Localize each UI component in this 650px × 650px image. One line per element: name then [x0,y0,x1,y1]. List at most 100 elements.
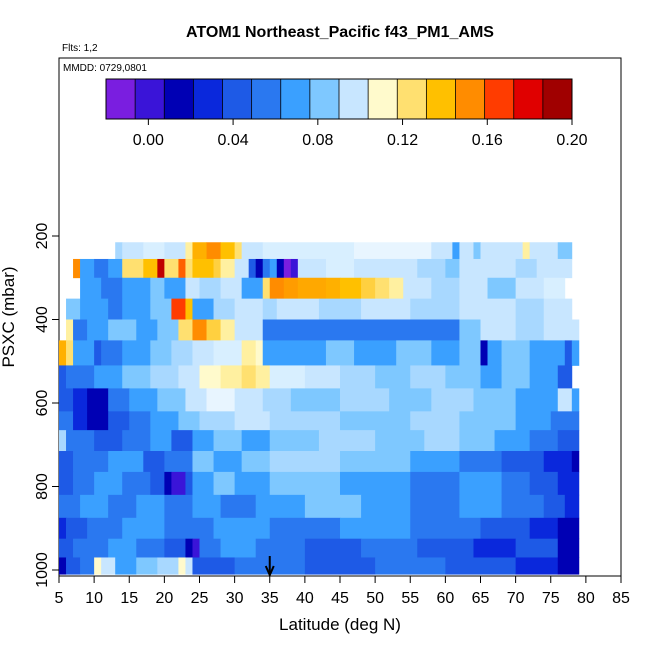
heatmap [59,242,580,575]
heatmap-cell [262,319,306,341]
heatmap-cell [122,517,165,540]
heatmap-cell [150,411,179,431]
heatmap-cell [108,388,130,412]
heatmap-cell [143,258,158,279]
heatmap-cell [269,451,341,473]
heatmap-cell [445,258,460,279]
heatmap-cell [129,411,151,431]
heatmap-cell [185,277,200,300]
heatmap-cell [340,451,411,473]
heatmap-cell [101,340,123,366]
heatmap-cell [94,365,123,389]
heatmap-cell [59,411,74,431]
heatmap-cell [297,277,327,300]
heatmap-cell [557,557,580,575]
heatmap-cell [87,517,123,540]
heatmap-cell [276,340,327,366]
heatmap-cell [515,319,545,341]
heatmap-cell [445,365,481,389]
colorbar-swatch [309,79,340,119]
heatmap-cell [108,538,137,558]
heatmap-cell [171,340,193,366]
heatmap-cell [410,298,460,320]
heatmap-cell [459,242,474,260]
heatmap-cell [354,258,418,279]
heatmap-cell [557,365,573,389]
heatmap-cell [108,298,123,320]
heatmap-cell [206,319,221,341]
heatmap-cell [73,319,88,341]
heatmap-cell [185,388,207,412]
heatmap-cell [431,340,460,366]
x-tick-label: 25 [191,590,209,607]
heatmap-cell [424,430,460,452]
x-tick-label: 55 [401,590,419,607]
heatmap-cell [80,277,102,300]
colorbar-swatch [455,79,486,119]
heatmap-cell [108,494,137,519]
heatmap-cell [241,340,257,366]
heatmap-cell [389,388,432,412]
heatmap-cell [178,557,186,575]
heatmap-cell [206,242,221,260]
heatmap-cell [361,277,376,300]
heatmap-cell [543,277,566,300]
heatmap-cell [157,557,179,575]
colorbar-swatch [135,79,165,119]
heatmap-cell [213,517,271,540]
heatmap-cell [368,319,432,341]
heatmap-cell [234,298,264,320]
heatmap-cell [529,517,559,540]
heatmap-cell [269,258,278,279]
heatmap-cell [529,340,566,366]
colorbar-swatch [397,79,427,119]
heatmap-cell [557,388,573,412]
heatmap-cell [375,430,425,452]
heatmap-cell [557,430,580,452]
heatmap-cell [550,411,580,431]
x-tick-label: 15 [120,590,138,607]
heatmap-cell [192,471,214,496]
heatmap-cell [94,471,123,496]
x-tick-label: 35 [261,590,279,607]
heatmap-cell [136,538,165,558]
heatmap-cell [192,319,207,341]
heatmap-cell [340,365,376,389]
heatmap-cell [564,340,573,366]
heatmap-cell [220,258,236,279]
heatmap-cell [66,298,81,320]
colorbar-swatch [164,79,194,119]
heatmap-cell [115,557,137,575]
heatmap-cell [543,298,573,320]
heatmap-cell [262,340,278,366]
heatmap-cell [220,494,257,519]
heatmap-cell [59,517,67,540]
x-tick-label: 85 [612,590,630,607]
heatmap-cell [340,388,390,412]
heatmap-cell [459,319,481,341]
heatmap-cell [59,388,74,412]
heatmap-cell [241,242,264,260]
heatmap-cell [192,494,221,519]
heatmap-cell [94,258,109,279]
colorbar: 0.00 0.04 0.08 0.12 0.16 0.20 [105,78,588,149]
y-tick-label: 400 [34,306,51,333]
heatmap-cell [101,557,116,575]
heatmap-cell [480,319,517,341]
heatmap-cell [234,471,271,496]
heatmap-cell [80,557,95,575]
heatmap-cell [73,471,95,496]
heatmap-cell [213,298,236,320]
x-tick-label: 70 [507,590,525,607]
y-axis: 200 400 600 800 1000 [34,223,59,588]
heatmap-cell [396,340,432,366]
heatmap-cell [480,242,524,260]
heatmap-cell [480,340,488,366]
heatmap-cell [199,277,221,300]
heatmap-cell [255,258,264,279]
heatmap-cell [73,411,88,431]
heatmap-cell [66,340,74,366]
x-tick-label: 65 [472,590,490,607]
heatmap-cell [543,494,566,519]
heatmap-cell [136,557,158,575]
